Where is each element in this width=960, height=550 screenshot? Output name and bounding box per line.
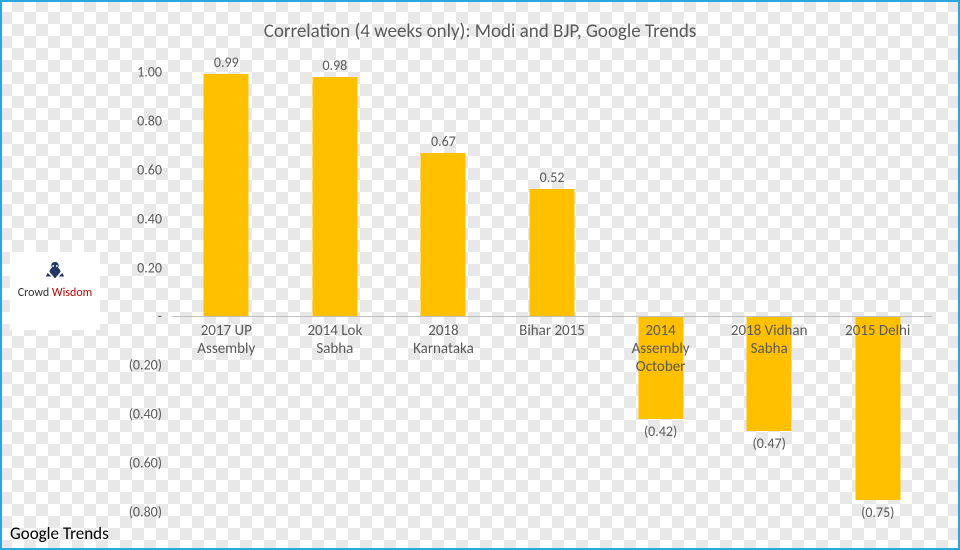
owl-icon xyxy=(44,260,66,282)
y-tick-label: (0.40) xyxy=(102,406,162,423)
plot-area: 0.992017 UP Assembly0.982014 Lok Sabha0.… xyxy=(172,72,932,512)
category-label: 2015 Delhi xyxy=(823,322,933,340)
brand-logo: Crowd Wisdom xyxy=(10,252,100,330)
category-label: 2018 Vidhan Sabha xyxy=(714,322,824,358)
bar xyxy=(421,153,466,317)
brand-part2: Wisdom xyxy=(52,286,92,300)
bars-group: 0.992017 UP Assembly0.982014 Lok Sabha0.… xyxy=(172,72,932,512)
bar-slot: (0.75)2015 Delhi xyxy=(823,72,932,512)
bar-value-label: 0.52 xyxy=(540,169,565,186)
x-axis-line xyxy=(172,316,932,317)
bar-value-label: 0.99 xyxy=(214,54,239,71)
footer-source: Google Trends xyxy=(10,523,109,544)
bar xyxy=(530,189,575,316)
y-tick-label: (0.80) xyxy=(102,504,162,521)
y-tick-label: 0.80 xyxy=(102,112,162,129)
bar-value-label: (0.47) xyxy=(753,435,786,452)
chart-container: Correlation (4 weeks only): Modi and BJP… xyxy=(0,0,960,550)
bar-value-label: (0.75) xyxy=(861,504,894,521)
category-label: 2018 Karnataka xyxy=(388,322,498,358)
y-tick-label: 0.40 xyxy=(102,210,162,227)
category-label: 2014 Assembly October xyxy=(606,322,716,376)
y-tick-label: (0.20) xyxy=(102,357,162,374)
y-tick-label: - xyxy=(102,308,162,325)
category-label: Bihar 2015 xyxy=(497,322,607,340)
y-tick-label: 1.00 xyxy=(102,64,162,81)
bar-slot: (0.47) 2018 Vidhan Sabha xyxy=(715,72,824,512)
bar-slot: 0.992017 UP Assembly xyxy=(172,72,281,512)
bar-slot: 0.67 2018 Karnataka xyxy=(389,72,498,512)
bar-slot: 0.982014 Lok Sabha xyxy=(281,72,390,512)
category-label: 2017 UP Assembly xyxy=(171,322,281,358)
y-tick-label: 0.20 xyxy=(102,259,162,276)
bar-value-label: (0.42) xyxy=(644,423,677,440)
brand-part1: Crowd xyxy=(18,286,52,300)
bar-slot: (0.42) 2014 Assembly October xyxy=(606,72,715,512)
bar-value-label: 0.98 xyxy=(322,57,347,74)
bar xyxy=(855,316,900,499)
brand-text: Crowd Wisdom xyxy=(10,286,100,300)
bar xyxy=(312,77,357,317)
bar-slot: 0.52 Bihar 2015 xyxy=(498,72,607,512)
y-tick-label: 0.60 xyxy=(102,161,162,178)
bar-value-label: 0.67 xyxy=(431,133,456,150)
bar xyxy=(204,74,249,316)
y-tick-label: (0.60) xyxy=(102,455,162,472)
category-label: 2014 Lok Sabha xyxy=(280,322,390,358)
chart-title: Correlation (4 weeks only): Modi and BJP… xyxy=(2,20,958,43)
